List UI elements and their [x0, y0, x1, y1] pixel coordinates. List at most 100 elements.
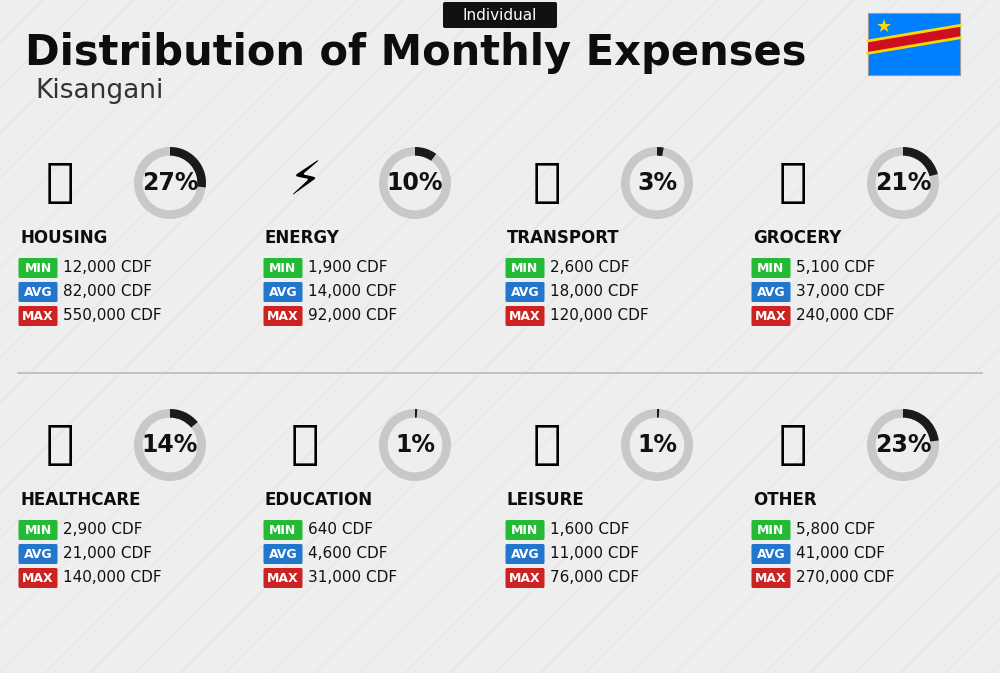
- Text: 21,000 CDF: 21,000 CDF: [63, 546, 152, 561]
- Text: 27%: 27%: [142, 171, 198, 195]
- Text: 🛍: 🛍: [533, 423, 561, 468]
- Text: MAX: MAX: [755, 571, 787, 584]
- FancyBboxPatch shape: [264, 568, 302, 588]
- Text: HEALTHCARE: HEALTHCARE: [20, 491, 140, 509]
- Text: AVG: AVG: [269, 285, 297, 299]
- FancyBboxPatch shape: [752, 306, 790, 326]
- FancyBboxPatch shape: [18, 568, 58, 588]
- Text: AVG: AVG: [757, 285, 785, 299]
- Text: 🎓: 🎓: [291, 423, 319, 468]
- FancyBboxPatch shape: [868, 13, 960, 75]
- Text: 11,000 CDF: 11,000 CDF: [550, 546, 639, 561]
- Text: MIN: MIN: [269, 262, 297, 275]
- FancyBboxPatch shape: [752, 282, 790, 302]
- FancyBboxPatch shape: [506, 258, 544, 278]
- Wedge shape: [379, 147, 451, 219]
- Wedge shape: [379, 409, 451, 481]
- FancyBboxPatch shape: [752, 258, 790, 278]
- Text: MIN: MIN: [757, 524, 785, 536]
- Text: 21%: 21%: [875, 171, 931, 195]
- Text: 1%: 1%: [395, 433, 435, 457]
- FancyBboxPatch shape: [752, 544, 790, 564]
- Wedge shape: [415, 409, 417, 418]
- Wedge shape: [867, 409, 939, 481]
- Wedge shape: [657, 409, 659, 418]
- Text: 5,100 CDF: 5,100 CDF: [796, 260, 875, 275]
- Text: 2,600 CDF: 2,600 CDF: [550, 260, 630, 275]
- Text: 14%: 14%: [142, 433, 198, 457]
- Text: 76,000 CDF: 76,000 CDF: [550, 571, 639, 586]
- Text: OTHER: OTHER: [753, 491, 817, 509]
- Text: 31,000 CDF: 31,000 CDF: [308, 571, 397, 586]
- Text: Individual: Individual: [463, 7, 537, 22]
- Text: 5,800 CDF: 5,800 CDF: [796, 522, 875, 538]
- Text: ENERGY: ENERGY: [265, 229, 340, 247]
- Circle shape: [629, 417, 685, 473]
- Text: Distribution of Monthly Expenses: Distribution of Monthly Expenses: [25, 32, 806, 74]
- Text: 550,000 CDF: 550,000 CDF: [63, 308, 162, 324]
- Text: MAX: MAX: [509, 571, 541, 584]
- Text: MAX: MAX: [22, 571, 54, 584]
- Text: TRANSPORT: TRANSPORT: [507, 229, 620, 247]
- Wedge shape: [657, 147, 664, 156]
- Text: 18,000 CDF: 18,000 CDF: [550, 285, 639, 299]
- Text: MIN: MIN: [269, 524, 297, 536]
- Wedge shape: [134, 147, 206, 219]
- Text: 12,000 CDF: 12,000 CDF: [63, 260, 152, 275]
- Wedge shape: [867, 147, 939, 219]
- Wedge shape: [134, 409, 206, 481]
- Text: 82,000 CDF: 82,000 CDF: [63, 285, 152, 299]
- Text: 🚌: 🚌: [533, 160, 561, 205]
- FancyBboxPatch shape: [18, 544, 58, 564]
- FancyBboxPatch shape: [18, 520, 58, 540]
- Text: 1%: 1%: [637, 433, 677, 457]
- Text: 23%: 23%: [875, 433, 931, 457]
- FancyBboxPatch shape: [506, 544, 544, 564]
- Circle shape: [387, 155, 443, 211]
- Text: MAX: MAX: [755, 310, 787, 322]
- Text: MIN: MIN: [24, 524, 52, 536]
- Text: HOUSING: HOUSING: [20, 229, 107, 247]
- Text: MIN: MIN: [757, 262, 785, 275]
- Text: MIN: MIN: [511, 524, 539, 536]
- FancyBboxPatch shape: [264, 306, 302, 326]
- Text: 37,000 CDF: 37,000 CDF: [796, 285, 885, 299]
- FancyBboxPatch shape: [506, 282, 544, 302]
- Text: MAX: MAX: [509, 310, 541, 322]
- FancyBboxPatch shape: [443, 2, 557, 28]
- Wedge shape: [170, 147, 206, 188]
- Text: AVG: AVG: [511, 548, 539, 561]
- Text: 🛒: 🛒: [779, 160, 807, 205]
- FancyBboxPatch shape: [264, 544, 302, 564]
- Text: 270,000 CDF: 270,000 CDF: [796, 571, 895, 586]
- Text: 2,900 CDF: 2,900 CDF: [63, 522, 143, 538]
- Text: MIN: MIN: [511, 262, 539, 275]
- Wedge shape: [621, 409, 693, 481]
- FancyBboxPatch shape: [752, 568, 790, 588]
- Circle shape: [142, 155, 198, 211]
- Text: 10%: 10%: [387, 171, 443, 195]
- Text: EDUCATION: EDUCATION: [265, 491, 373, 509]
- Circle shape: [875, 155, 931, 211]
- Text: 640 CDF: 640 CDF: [308, 522, 373, 538]
- Text: 🏢: 🏢: [46, 160, 74, 205]
- Text: LEISURE: LEISURE: [507, 491, 585, 509]
- Text: AVG: AVG: [24, 548, 52, 561]
- Text: 14,000 CDF: 14,000 CDF: [308, 285, 397, 299]
- FancyBboxPatch shape: [506, 568, 544, 588]
- Wedge shape: [621, 147, 693, 219]
- Text: AVG: AVG: [24, 285, 52, 299]
- Text: 140,000 CDF: 140,000 CDF: [63, 571, 162, 586]
- FancyBboxPatch shape: [18, 258, 58, 278]
- Text: AVG: AVG: [757, 548, 785, 561]
- Text: MAX: MAX: [22, 310, 54, 322]
- Text: 🏥: 🏥: [46, 423, 74, 468]
- Text: 240,000 CDF: 240,000 CDF: [796, 308, 895, 324]
- Text: 1,600 CDF: 1,600 CDF: [550, 522, 630, 538]
- Text: MIN: MIN: [24, 262, 52, 275]
- Text: Kisangani: Kisangani: [35, 78, 163, 104]
- FancyBboxPatch shape: [506, 306, 544, 326]
- Text: ⚡: ⚡: [288, 160, 322, 205]
- Circle shape: [387, 417, 443, 473]
- FancyBboxPatch shape: [506, 520, 544, 540]
